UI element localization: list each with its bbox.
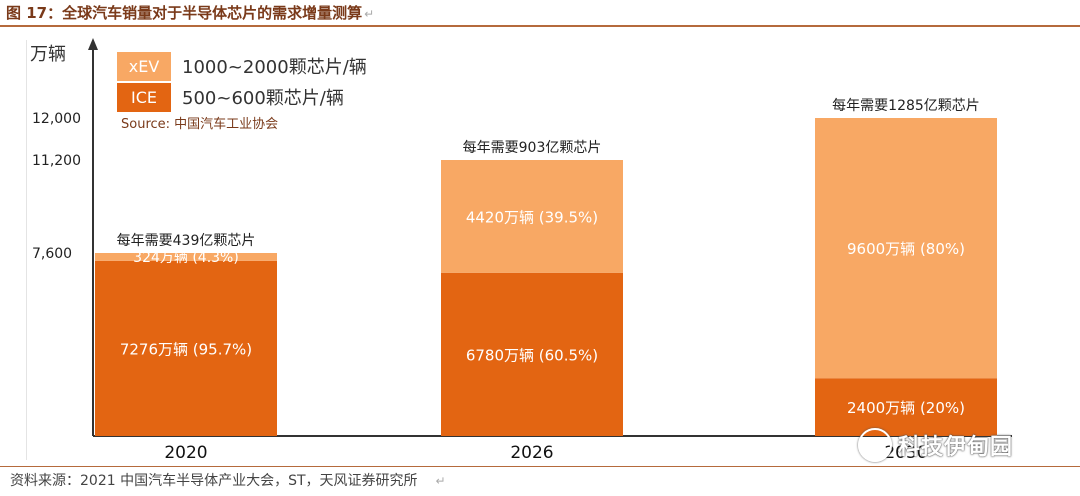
source-line: 资料来源：2021 中国汽车半导体产业大会，ST，天风证券研究所 ↵ [10,470,446,490]
data-label-xev: 4420万辆 (39.5%) [466,208,598,226]
y-tick-label: 7,600 [32,246,72,262]
bar-xev-2020 [95,253,277,261]
y-tick-label: 12,000 [32,111,81,127]
x-tick-label: 2026 [510,443,553,463]
labels-group: 7276万辆 (95.7%) 324万辆 (4.3%)每年需要439亿颗芯片 202… [117,98,980,463]
bottom-rule [0,466,1080,467]
data-label-xev: 9600万辆 (80%) [847,240,965,258]
bar-ice-2020 [95,260,277,436]
legend: xEV 1000~2000颗芯片/辆 ICE 500~600颗芯片/辆 Sour… [117,52,367,132]
top-rule [0,25,1080,27]
legend-name-ice: ICE [131,88,157,107]
return-mark-icon: ↵ [364,7,375,21]
bar-ice-2026 [441,272,623,436]
watermark-text: 科技伊甸园 [898,435,1014,460]
x-tick-label: 2030 [884,443,927,463]
y-axis-unit-label: 万辆 [30,44,66,65]
watermark: 科技伊甸园 [858,428,1013,462]
source-text: 资料来源：2021 中国汽车半导体产业大会，ST，天风证券研究所 [10,473,418,489]
legend-swatch-ice [117,83,171,112]
legend-swatch-xev [117,52,171,81]
panel-edge [26,40,27,460]
annotation-chip-demand: 每年需要903亿颗芯片 [463,140,602,156]
legend-desc-xev: 1000~2000颗芯片/辆 [182,57,367,78]
x-tick-label: 2020 [164,443,207,463]
figure-title: 图 17：全球汽车销量对于半导体芯片的需求增量测算 ↵ [6,2,374,23]
bar-xev-2030 [815,118,997,379]
data-label-xev: 324万辆 (4.3%) [133,250,239,266]
y-tick-label: 11,200 [32,153,81,169]
figure-title-text: 图 17：全球汽车销量对于半导体芯片的需求增量测算 [6,4,363,22]
legend-desc-ice: 500~600颗芯片/辆 [182,88,344,109]
bar-ice-2030 [815,378,997,436]
wechat-icon [858,428,892,462]
bars-group [95,118,997,436]
data-label-ice: 6780万辆 (60.5%) [466,346,598,364]
return-mark-icon: ↵ [435,474,446,488]
source-note: Source: 中国汽车工业协会 [121,116,278,132]
y-axis-arrow-icon [88,38,98,50]
legend-name-xev: xEV [129,57,160,76]
annotation-chip-demand: 每年需要439亿颗芯片 [117,233,256,249]
bar-xev-2026 [441,160,623,273]
annotation-chip-demand: 每年需要1285亿颗芯片 [832,98,980,114]
data-label-ice: 2400万辆 (20%) [847,399,965,417]
data-label-ice: 7276万辆 (95.7%) [120,340,252,358]
